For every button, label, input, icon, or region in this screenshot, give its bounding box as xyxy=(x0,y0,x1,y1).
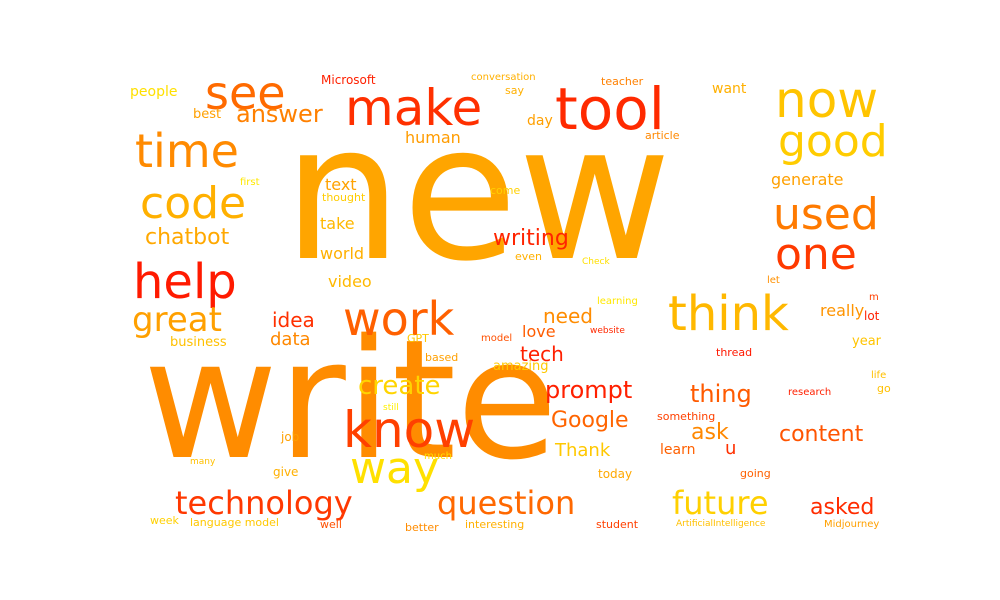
word-artificialintelligence: ArtificialIntelligence xyxy=(676,519,766,529)
word-come: come xyxy=(490,184,521,197)
word-really: really xyxy=(820,301,865,320)
word-google: Google xyxy=(551,408,629,433)
word-thank: Thank xyxy=(555,440,611,461)
word-chatbot: chatbot xyxy=(145,225,230,250)
word-model: model xyxy=(481,333,513,344)
word-job: job xyxy=(281,430,300,444)
word-thread: thread xyxy=(716,346,753,359)
word-business: business xyxy=(170,335,227,350)
word-week: week xyxy=(150,514,179,527)
word-go: go xyxy=(877,382,891,395)
word-something: something xyxy=(657,410,716,423)
word-content: content xyxy=(779,422,864,447)
word-say: say xyxy=(505,84,524,97)
word-learn: learn xyxy=(660,442,696,458)
word-one: one xyxy=(775,229,857,280)
word-love: love xyxy=(522,322,556,341)
word-people: people xyxy=(130,84,178,100)
word-writing: writing xyxy=(493,226,569,251)
word-much: much xyxy=(424,451,452,462)
word-going: going xyxy=(740,467,771,480)
word-take: take xyxy=(320,214,355,233)
word-technology: technology xyxy=(175,484,353,522)
word-student: student xyxy=(596,518,639,531)
word-asked: asked xyxy=(810,495,875,520)
word-prompt: prompt xyxy=(545,376,633,404)
word-way: way xyxy=(350,443,439,494)
word-lot: lot xyxy=(864,309,880,323)
word-u: u xyxy=(725,438,737,459)
word-think: think xyxy=(668,286,789,342)
word-learning: learning xyxy=(597,296,638,307)
word-microsoft: Microsoft xyxy=(321,73,376,87)
word-research: research xyxy=(788,387,832,398)
word-conversation: conversation xyxy=(471,72,536,83)
word-better: better xyxy=(405,521,439,534)
word-even: even xyxy=(515,250,543,263)
word-need: need xyxy=(543,304,593,328)
word-year: year xyxy=(852,334,882,349)
word-today: today xyxy=(598,467,633,481)
word-m: m xyxy=(869,292,879,303)
word-good: good xyxy=(778,116,888,167)
word-world: world xyxy=(320,244,365,263)
word-now: now xyxy=(775,71,879,129)
word-new: new xyxy=(283,84,672,303)
word-see: see xyxy=(205,66,286,120)
word-first: first xyxy=(240,177,260,188)
word-teacher: teacher xyxy=(601,75,644,88)
word-answer: answer xyxy=(236,100,323,128)
word-make: make xyxy=(345,79,483,137)
word-question: question xyxy=(437,484,576,522)
word-based: based xyxy=(425,351,459,364)
word-best: best xyxy=(193,107,222,122)
word-time: time xyxy=(135,124,239,178)
word-used: used xyxy=(773,189,879,240)
word-generate: generate xyxy=(771,170,844,189)
word-great: great xyxy=(132,300,222,340)
word-let: let xyxy=(767,275,780,286)
word-idea: idea xyxy=(272,308,315,332)
word-article: article xyxy=(645,129,680,142)
word-thought: thought xyxy=(322,191,366,204)
word-write: write xyxy=(143,304,558,496)
word-well: well xyxy=(320,518,342,531)
word-video: video xyxy=(328,272,372,291)
word-text: text xyxy=(325,175,357,194)
word-day: day xyxy=(527,113,553,129)
word-many: many xyxy=(190,457,216,467)
word-know: know xyxy=(343,401,476,459)
word-give: give xyxy=(273,465,299,479)
word-life: life xyxy=(871,370,887,381)
word-data: data xyxy=(270,329,311,350)
word-thing: thing xyxy=(690,380,752,408)
word-still: still xyxy=(383,403,399,413)
word-midjourney: Midjourney xyxy=(824,519,880,530)
word-create: create xyxy=(358,371,441,401)
word-future: future xyxy=(672,484,769,522)
word-want: want xyxy=(712,81,747,97)
word-tool: tool xyxy=(555,75,665,143)
word-language-model: language model xyxy=(190,516,279,529)
word-code: code xyxy=(140,178,247,229)
word-ask: ask xyxy=(691,420,729,445)
word-interesting: interesting xyxy=(465,518,525,531)
word-human: human xyxy=(405,128,461,147)
word-tech: tech xyxy=(520,342,564,366)
word-website: website xyxy=(590,326,625,336)
word-amazing: amazing xyxy=(493,359,549,374)
word-gpt: GPT xyxy=(407,332,429,345)
word-check: Check xyxy=(582,257,610,267)
word-work: work xyxy=(343,292,455,346)
word-help: help xyxy=(133,254,237,310)
